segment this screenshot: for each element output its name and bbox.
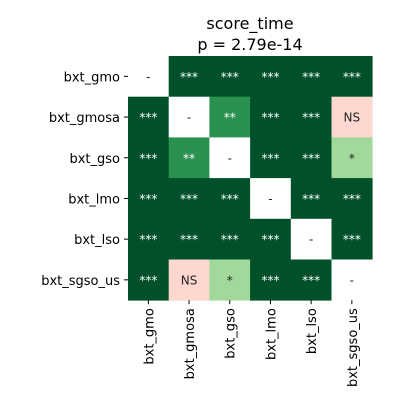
- y-tick-label: bxt_lso: [74, 233, 120, 248]
- x-tick-label: bxt_gso: [224, 308, 239, 359]
- chart-title: score_time: [206, 14, 293, 34]
- x-tick-label: bxt_lso: [305, 308, 320, 354]
- cell-label: ***: [139, 192, 157, 206]
- heatmap-cell: [128, 218, 170, 260]
- heatmap-cell: [331, 178, 373, 220]
- cell-label: ***: [302, 151, 320, 165]
- cell-label: ***: [139, 273, 157, 287]
- heatmap-cell: [250, 137, 292, 179]
- cell-label: -: [187, 111, 191, 125]
- y-tick-label: bxt_gso: [69, 152, 120, 167]
- cell-label: **: [224, 111, 236, 125]
- heatmap-cell: [331, 218, 373, 260]
- heatmap-cell: [128, 137, 170, 179]
- cell-label: *: [227, 273, 233, 287]
- cell-label: NS: [181, 273, 198, 287]
- cell-label: ***: [180, 233, 198, 247]
- y-tick-label: bxt_lmo: [68, 192, 120, 207]
- cell-label: ***: [221, 70, 239, 84]
- heatmap-cell: [250, 218, 292, 260]
- cell-label: ***: [261, 273, 279, 287]
- heatmap-cell: [290, 259, 332, 301]
- cell-label: NS: [344, 111, 361, 125]
- cell-label: ***: [261, 151, 279, 165]
- heatmap-cell: [128, 96, 170, 138]
- cell-label: *: [349, 151, 355, 165]
- heatmap-cell: [209, 178, 251, 220]
- heatmap-cell: [209, 259, 251, 301]
- heatmap-cell: [168, 218, 210, 260]
- heatmap-cell: [250, 259, 292, 301]
- cell-label: ***: [302, 273, 320, 287]
- heatmap-cell: [128, 178, 170, 220]
- y-axis: bxt_gmo bxt_gmosa bxt_gso bxt_lmo bxt_lsobxt…: [41, 70, 128, 289]
- heatmap-cell: [168, 259, 210, 301]
- cell-label: -: [146, 70, 150, 84]
- cell-label: ***: [261, 70, 279, 84]
- cell-label: -: [350, 273, 354, 287]
- cell-label: ***: [302, 70, 320, 84]
- cell-label: ***: [180, 70, 198, 84]
- cell-label: ***: [302, 111, 320, 125]
- heatmap-cell: [209, 96, 251, 138]
- cell-label: ***: [261, 111, 279, 125]
- cell-label: ***: [343, 192, 361, 206]
- cell-label: ***: [302, 192, 320, 206]
- chart-subtitle: p = 2.79e-14: [197, 35, 302, 54]
- cell-label: ***: [261, 233, 279, 247]
- heatmap-cells: - *** *** *** *** ****** - ** *** *** NS*** ** - *** *…: [128, 56, 373, 301]
- heatmap-cell: [209, 218, 251, 260]
- cell-label: ***: [139, 233, 157, 247]
- x-axis: bxt_gmo bxt_gmosa bxt_gso bxt_lmo bxt_lso bxt…: [142, 300, 361, 387]
- y-tick-label: bxt_gmosa: [49, 111, 120, 126]
- heatmap-cell: [250, 56, 292, 98]
- x-tick-label: bxt_gmosa: [183, 308, 198, 379]
- heatmap-cell: [168, 56, 210, 98]
- cell-label: ***: [180, 192, 198, 206]
- heatmap-cell: [290, 96, 332, 138]
- heatmap-cell: [331, 56, 373, 98]
- cell-label: ***: [139, 151, 157, 165]
- heatmap-cell: [331, 96, 373, 138]
- heatmap-cell: [331, 259, 373, 301]
- cell-label: -: [228, 151, 232, 165]
- y-tick-label: bxt_sgso_us: [41, 274, 120, 289]
- x-tick-label: bxt_sgso_us: [346, 308, 361, 387]
- heatmap-cell: [209, 56, 251, 98]
- heatmap-cell: [331, 137, 373, 179]
- heatmap-cell: [250, 96, 292, 138]
- heatmap-cell: [250, 178, 292, 220]
- cell-label: ***: [221, 233, 239, 247]
- heatmap-cell: [290, 137, 332, 179]
- heatmap-cell: [290, 218, 332, 260]
- cell-label: ***: [221, 192, 239, 206]
- cell-label: ***: [343, 70, 361, 84]
- heatmap-cell: [168, 178, 210, 220]
- heatmap-cell: [209, 137, 251, 179]
- heatmap-cell: [128, 259, 170, 301]
- heatmap-cell: [290, 178, 332, 220]
- heatmap-cell: [290, 56, 332, 98]
- cell-label: ***: [343, 233, 361, 247]
- x-tick-label: bxt_lmo: [264, 308, 279, 360]
- x-tick-label: bxt_gmo: [142, 308, 157, 364]
- y-tick-label: bxt_gmo: [64, 70, 120, 85]
- heatmap-cell: [128, 56, 170, 98]
- cell-label: -: [268, 192, 272, 206]
- cell-label: **: [183, 151, 195, 165]
- cell-label: -: [309, 233, 313, 247]
- cell-label: ***: [139, 111, 157, 125]
- heatmap-cell: [168, 137, 210, 179]
- heatmap-cell: [168, 96, 210, 138]
